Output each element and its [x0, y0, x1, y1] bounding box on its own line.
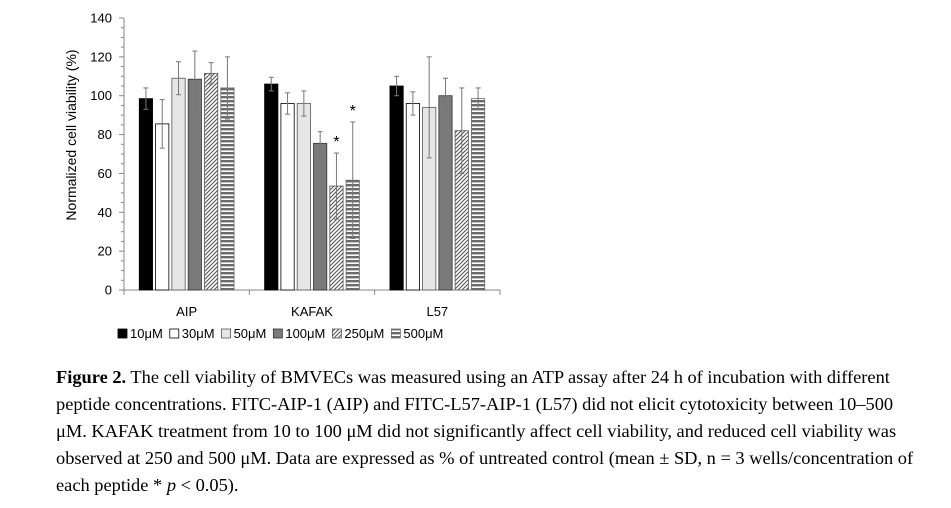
legend-swatch [117, 328, 128, 339]
legend-label: 250μM [344, 326, 384, 341]
bar [138, 98, 153, 291]
bar [187, 78, 202, 291]
legend-label: 500μM [403, 326, 443, 341]
x-category-label: KAFAK [291, 304, 333, 319]
significance-markers: ** [333, 103, 356, 151]
p-symbol: p [166, 475, 177, 495]
y-tick-label: 100 [90, 88, 112, 103]
bar [438, 95, 453, 291]
error-bars-group [143, 50, 481, 240]
y-tick-label: 60 [98, 166, 112, 181]
bar [155, 123, 170, 291]
legend-label: 100μM [285, 326, 325, 341]
y-tick-label: 0 [105, 283, 112, 298]
bar [313, 142, 328, 291]
y-tick-label: 120 [90, 49, 112, 64]
significance-star: * [333, 134, 339, 151]
bar [280, 103, 295, 291]
figure-label: Figure 2. [56, 367, 127, 387]
bar [405, 103, 420, 291]
legend: 10μM 30μM 50μM 100μM 250μM 500μM [117, 326, 443, 341]
x-category-label: L57 [426, 304, 448, 319]
caption-text-end: < 0.05). [176, 475, 239, 495]
y-tick-label: 140 [90, 11, 112, 26]
legend-label: 50μM [234, 326, 267, 341]
y-tick-label: 80 [98, 127, 112, 142]
x-axis: AIP KAFAK L57 [123, 289, 501, 319]
significance-star: * [350, 103, 356, 120]
legend-swatch [390, 328, 401, 339]
legend-label: 10μM [130, 326, 163, 341]
y-axis-title: Normalized cell viability (%) [63, 49, 79, 220]
legend-label: 30μM [182, 326, 215, 341]
legend-swatch [331, 328, 342, 339]
bar [296, 103, 311, 291]
figure-caption: Figure 2. The cell viability of BMVECs w… [56, 364, 916, 499]
bar [471, 98, 486, 291]
x-category-label: AIP [176, 304, 197, 319]
bar [171, 77, 186, 291]
bar [389, 85, 404, 291]
bar [264, 83, 279, 291]
bars-group [138, 72, 486, 291]
y-tick-label: 20 [98, 244, 112, 259]
legend-swatch [169, 328, 180, 339]
bar [204, 72, 219, 291]
legend-swatch [272, 328, 283, 339]
y-axis: 0 20 40 60 80 100 120 140 [90, 11, 125, 298]
y-tick-label: 40 [98, 205, 112, 220]
legend-swatch [221, 328, 231, 339]
caption-text: The cell viability of BMVECs was measure… [56, 367, 914, 495]
